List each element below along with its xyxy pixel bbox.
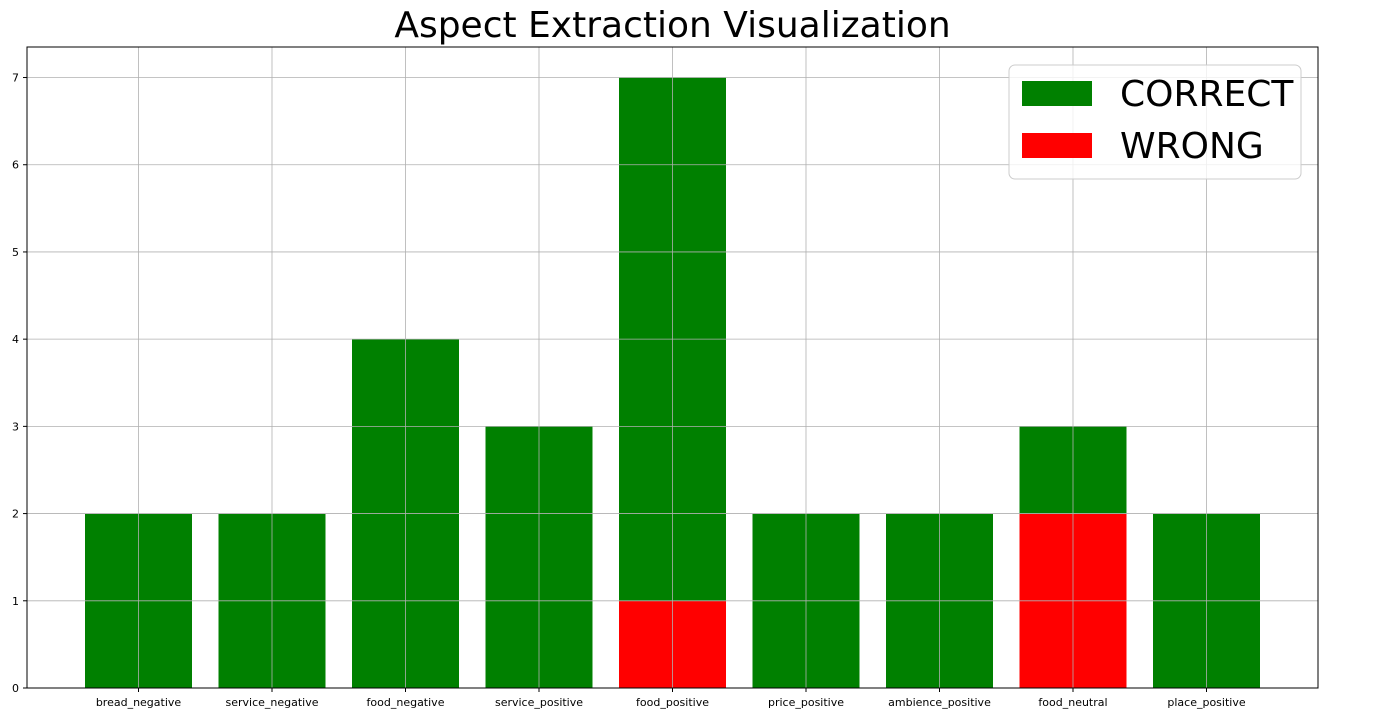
x-tick-label-ambience_positive: ambience_positive: [888, 696, 991, 709]
y-tick-label-7: 7: [12, 72, 19, 85]
x-tick-label-price_positive: price_positive: [768, 696, 844, 709]
legend-label-wrong: WRONG: [1120, 126, 1264, 167]
y-tick-label-1: 1: [12, 595, 19, 608]
x-tick-label-food_negative: food_negative: [367, 696, 445, 709]
y-tick-label-2: 2: [12, 508, 19, 521]
y-tick-label-4: 4: [12, 333, 19, 346]
legend-swatch-correct: [1022, 81, 1092, 106]
x-tick-label-bread_negative: bread_negative: [96, 696, 182, 709]
legend-swatch-wrong: [1022, 133, 1092, 158]
y-tick-label-5: 5: [12, 246, 19, 259]
y-tick-label-6: 6: [12, 159, 19, 172]
grid-lines: [27, 47, 1318, 688]
axes: 0 1 2 3 4 5 6 7 bread_negative service_negative fo…: [12, 46, 1319, 709]
legend: CORRECT WRONG: [1008, 64, 1302, 180]
x-tick-label-food_positive: food_positive: [636, 696, 709, 709]
y-tick-label-0: 0: [12, 682, 19, 695]
legend-label-correct: CORRECT: [1120, 74, 1294, 115]
x-tick-label-service_positive: service_positive: [495, 696, 583, 709]
x-tick-label-service_negative: service_negative: [225, 696, 318, 709]
y-tick-label-3: 3: [12, 420, 19, 433]
x-tick-label-place_positive: place_positive: [1167, 696, 1245, 709]
chart-title: Aspect Extraction Visualization: [394, 5, 951, 46]
x-tick-label-food_neutral: food_neutral: [1038, 696, 1107, 709]
